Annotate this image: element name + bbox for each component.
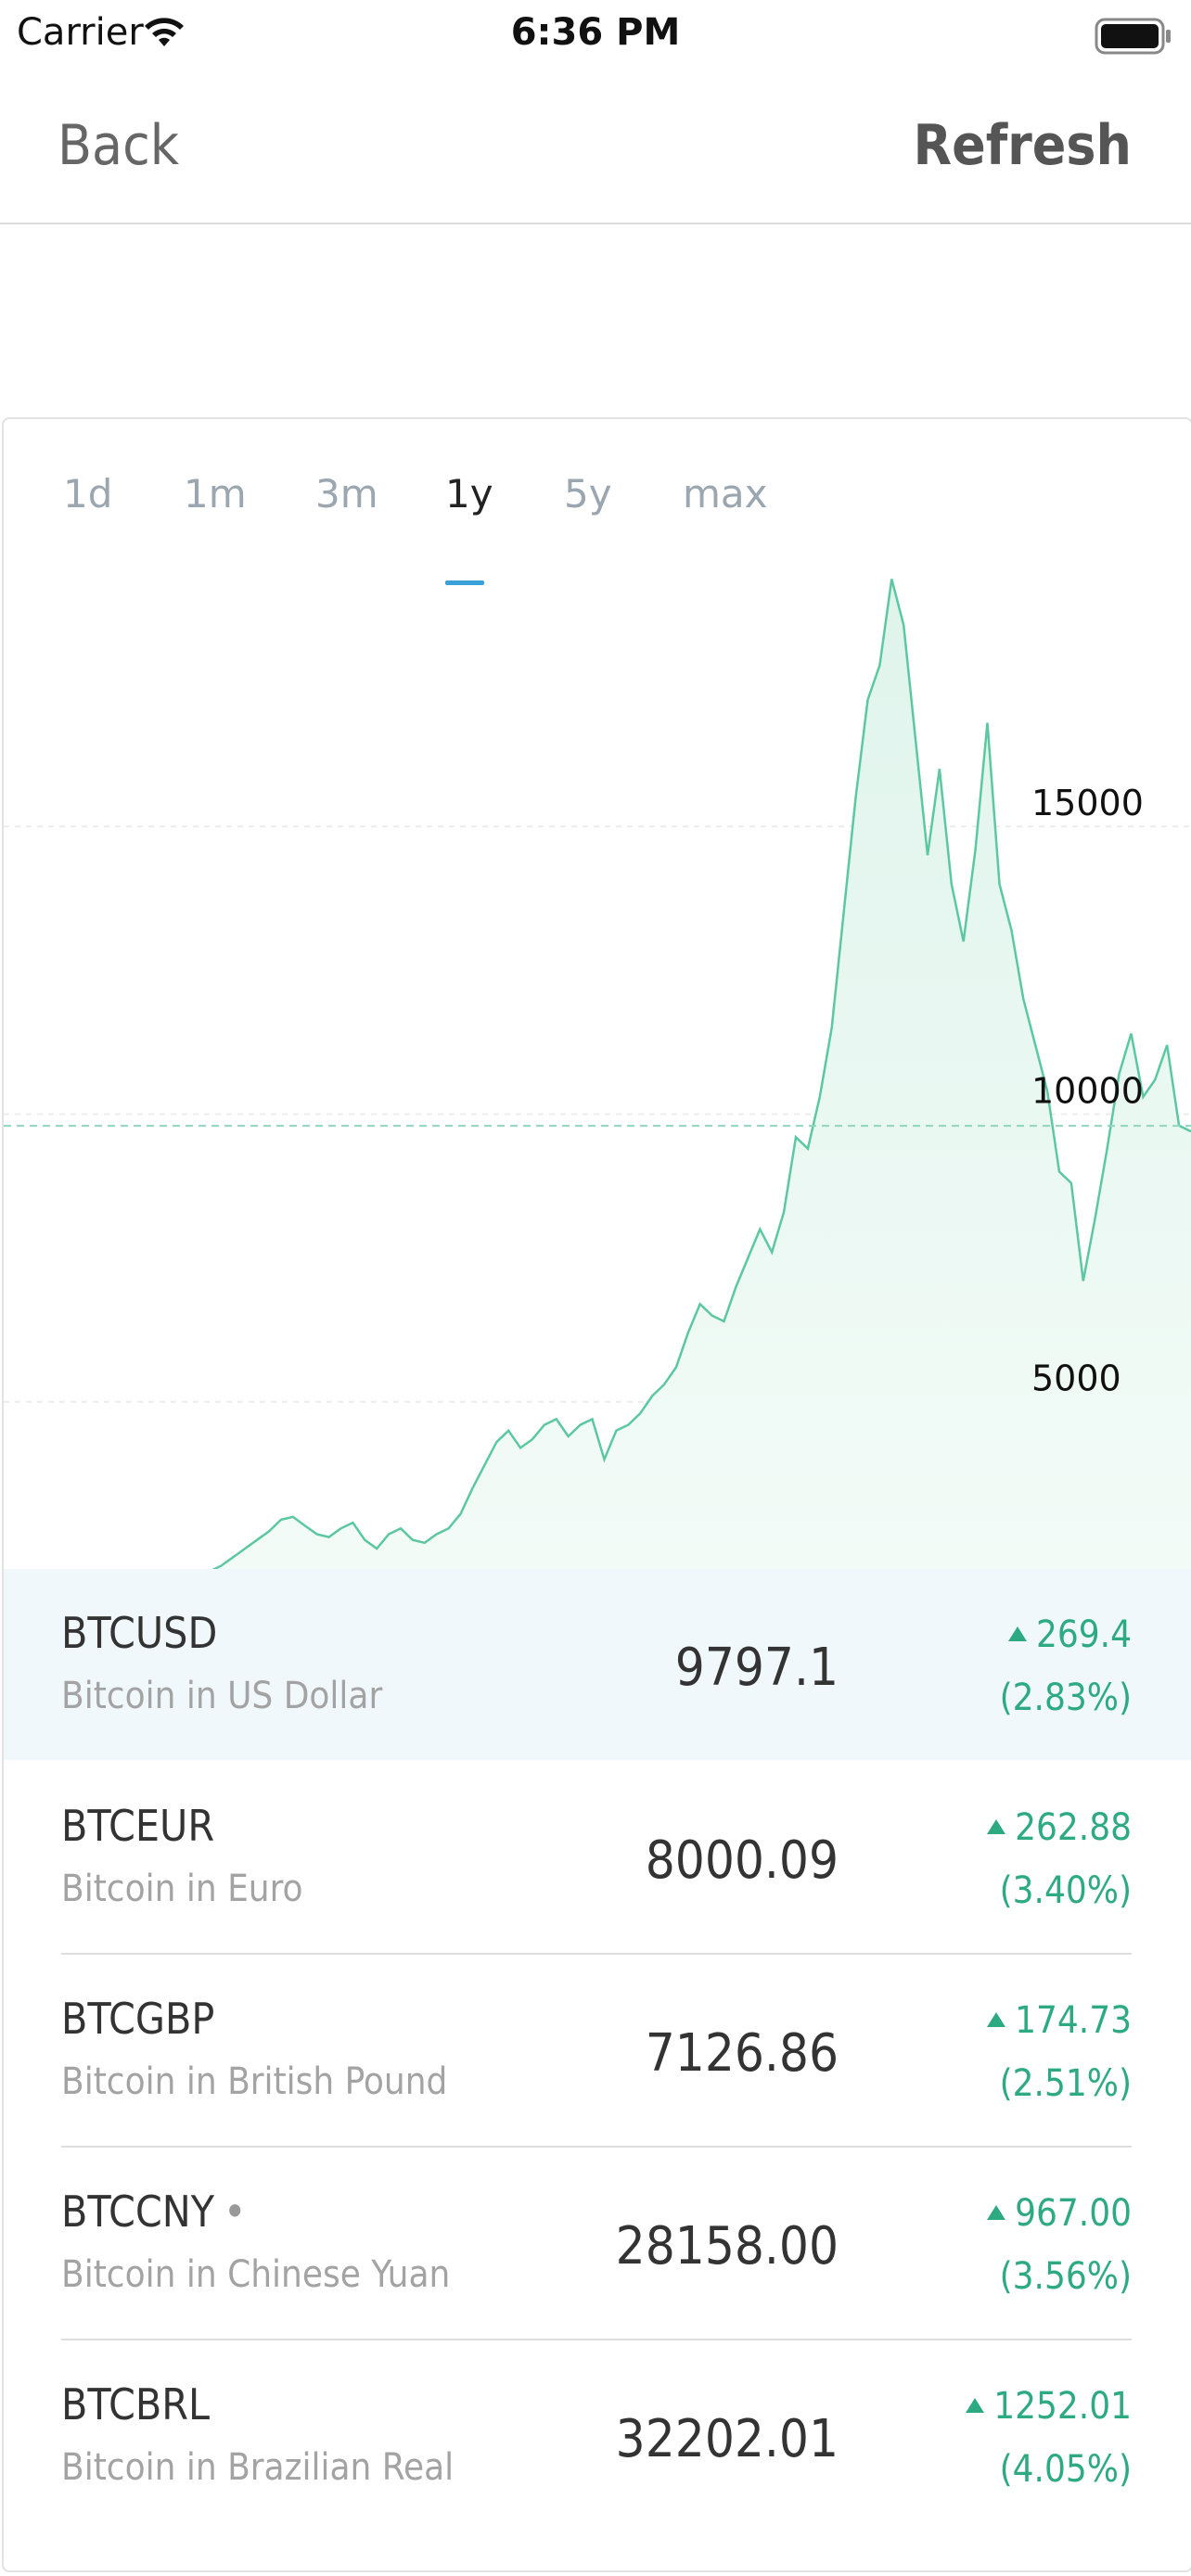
ticker-row-btccny[interactable]: BTCCNY • Bitcoin in Chinese Yuan 28158.00… <box>4 2148 1191 2339</box>
ticker-symbol: BTCCNY • <box>61 2187 247 2237</box>
navigation-bar: Back Refresh <box>0 74 1191 224</box>
wifi-icon <box>141 15 187 52</box>
status-bar: Carrier 6:36 PM <box>0 0 1191 74</box>
up-arrow-icon <box>1008 1626 1027 1641</box>
ticker-change-percent: (4.05%) <box>999 2448 1132 2491</box>
row-divider <box>61 1953 1132 1955</box>
ticker-change: 262.88 <box>987 1806 1132 1849</box>
period-tabs: 1d 1m 3m 1y 5y max <box>4 471 1191 585</box>
y-tick-label: 10000 <box>1031 1070 1144 1111</box>
ticker-row-btcusd[interactable]: BTCUSD Bitcoin in US Dollar 9797.1 269.4… <box>4 1569 1191 1760</box>
ticker-symbol: BTCUSD <box>61 1608 218 1658</box>
ticker-change: 174.73 <box>987 1999 1132 2042</box>
ticker-name: Bitcoin in Euro <box>61 1868 303 1910</box>
ticker-name: Bitcoin in Chinese Yuan <box>61 2253 451 2296</box>
ticker-price: 28158.00 <box>615 2216 839 2276</box>
tab-1d[interactable]: 1d <box>63 471 113 516</box>
ticker-change-percent: (3.40%) <box>999 1869 1132 1912</box>
up-arrow-icon <box>987 1819 1006 1834</box>
row-divider <box>61 2339 1132 2340</box>
clock: 6:36 PM <box>510 11 681 54</box>
row-divider <box>61 2146 1132 2148</box>
carrier-label: Carrier <box>17 11 144 54</box>
tab-1y[interactable]: 1y <box>445 471 493 516</box>
back-button[interactable]: Back <box>58 113 180 178</box>
ticker-price: 32202.01 <box>615 2409 839 2469</box>
ticker-price: 9797.1 <box>674 1638 839 1698</box>
status-dot: • <box>224 2187 247 2237</box>
ticker-row-btcgbp[interactable]: BTCGBP Bitcoin in British Pound 7126.86 … <box>4 1955 1191 2146</box>
ticker-name: Bitcoin in British Pound <box>61 2060 448 2103</box>
active-tab-indicator <box>445 580 484 585</box>
up-arrow-icon <box>987 2012 1006 2027</box>
y-tick-label: 15000 <box>1031 783 1144 823</box>
ticker-change: 967.00 <box>987 2192 1132 2235</box>
ticker-symbol: BTCBRL <box>61 2379 211 2429</box>
ticker-name: Bitcoin in US Dollar <box>61 1675 383 1717</box>
price-area <box>6 579 1191 1708</box>
ticker-change: 269.4 <box>1008 1613 1132 1656</box>
ticker-row-btcbrl[interactable]: BTCBRL Bitcoin in Brazilian Real 32202.0… <box>4 2340 1191 2531</box>
ticker-change-percent: (2.83%) <box>999 1677 1132 1719</box>
ticker-symbol: BTCGBP <box>61 1994 215 2044</box>
up-arrow-icon <box>987 2205 1006 2220</box>
tab-5y[interactable]: 5y <box>564 471 612 516</box>
ticker-price: 7126.86 <box>645 2023 839 2084</box>
ticker-change-percent: (3.56%) <box>999 2255 1132 2298</box>
ticker-symbol: BTCEUR <box>61 1801 215 1851</box>
ticker-change: 1252.01 <box>966 2385 1132 2428</box>
y-tick-label: 5000 <box>1031 1358 1121 1399</box>
tab-3m[interactable]: 3m <box>315 471 378 516</box>
ticker-name: Bitcoin in Brazilian Real <box>61 2446 455 2489</box>
tab-max[interactable]: max <box>683 471 768 516</box>
tab-1m[interactable]: 1m <box>184 471 247 516</box>
battery-icon <box>1095 17 1172 59</box>
ticker-row-btceur[interactable]: BTCEUR Bitcoin in Euro 8000.09 262.88 (3… <box>4 1762 1191 1953</box>
refresh-button[interactable]: Refresh <box>913 113 1133 178</box>
ticker-change-percent: (2.51%) <box>999 2062 1132 2105</box>
up-arrow-icon <box>966 2398 985 2413</box>
ticker-price: 8000.09 <box>645 1830 839 1891</box>
